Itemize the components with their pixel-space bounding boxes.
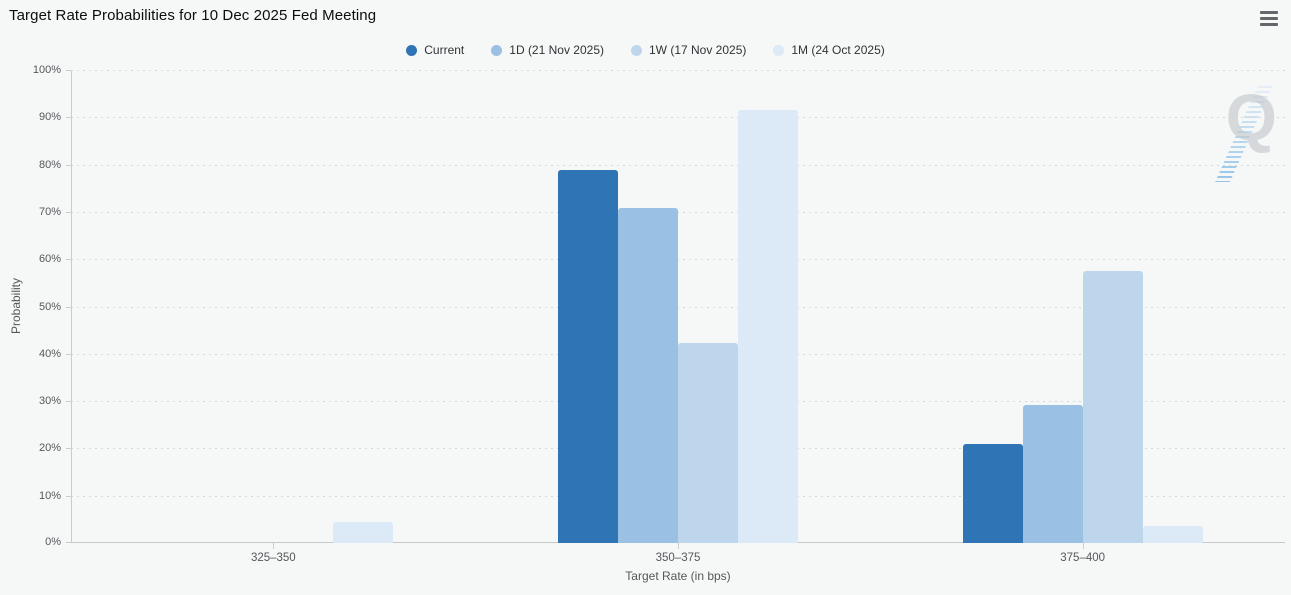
legend: Current 1D (21 Nov 2025) 1W (17 Nov 2025) 1… bbox=[0, 43, 1291, 57]
x-tick-mark-325-350 bbox=[273, 543, 275, 549]
gridline-70 bbox=[71, 211, 1285, 213]
gridline-100 bbox=[71, 70, 1285, 71]
hamburger-bar bbox=[1260, 23, 1278, 26]
y-tick-label-0: 0% bbox=[45, 536, 61, 548]
y-tick-label-30: 30% bbox=[38, 395, 61, 408]
gridline-80 bbox=[71, 164, 1285, 166]
y-tick-mark-30 bbox=[66, 401, 71, 403]
legend-item-1d-21-nov-2025[interactable]: 1D (21 Nov 2025) bbox=[491, 43, 604, 57]
y-tick-mark-100 bbox=[66, 70, 71, 71]
hamburger-menu-icon[interactable] bbox=[1260, 11, 1278, 26]
y-tick-mark-0 bbox=[66, 542, 71, 543]
watermark-streak-icon bbox=[1215, 86, 1273, 182]
bar-current-375-400[interactable] bbox=[962, 443, 1023, 543]
legend-label: 1M (24 Oct 2025) bbox=[791, 43, 885, 57]
legend-item-1w-17-nov-2025[interactable]: 1W (17 Nov 2025) bbox=[630, 43, 747, 57]
bar-1m-24-oct-2025-375-400[interactable] bbox=[1142, 525, 1203, 543]
legend-label: 1W (17 Nov 2025) bbox=[648, 43, 747, 57]
bar-1d-21-nov-2025-350-375[interactable] bbox=[618, 208, 678, 543]
y-tick-label-90: 90% bbox=[38, 111, 61, 124]
y-tick-label-60: 60% bbox=[38, 253, 61, 266]
x-tick-label-350-375: 350–375 bbox=[655, 552, 701, 564]
y-tick-label-80: 80% bbox=[38, 158, 61, 171]
bar-1d-21-nov-2025-375-400[interactable] bbox=[1022, 405, 1083, 543]
legend-marker-icon bbox=[630, 44, 642, 56]
x-axis-title: Target Rate (in bps) bbox=[625, 569, 731, 583]
gridline-90 bbox=[71, 117, 1285, 119]
x-tick-label-325-350: 325–350 bbox=[250, 552, 296, 564]
quikstrike-watermark: Q bbox=[1211, 78, 1277, 182]
y-tick-label-50: 50% bbox=[38, 300, 61, 313]
y-tick-mark-80 bbox=[66, 164, 71, 166]
legend-marker-icon bbox=[406, 44, 418, 56]
y-tick-mark-40 bbox=[66, 353, 71, 355]
legend-marker-icon bbox=[491, 44, 503, 56]
y-tick-mark-90 bbox=[66, 117, 71, 119]
bar-1w-17-nov-2025-375-400[interactable] bbox=[1082, 271, 1143, 543]
y-tick-mark-10 bbox=[66, 495, 71, 497]
y-tick-label-10: 10% bbox=[38, 489, 61, 502]
y-tick-label-20: 20% bbox=[38, 442, 61, 455]
y-tick-label-40: 40% bbox=[38, 347, 61, 360]
plot-area: Q 0% 10% 20% 30% 40% 50% 60% 70% 80% 90% 100% 325–3… bbox=[33, 64, 1285, 564]
y-axis-title: Probability bbox=[9, 278, 23, 335]
legend-label: 1D (21 Nov 2025) bbox=[509, 43, 604, 57]
hamburger-bar bbox=[1260, 11, 1278, 14]
bar-1m-24-oct-2025-350-375[interactable] bbox=[738, 110, 798, 543]
y-tick-mark-50 bbox=[66, 306, 71, 308]
x-tick-mark-350-375 bbox=[678, 543, 679, 549]
y-tick-mark-60 bbox=[66, 259, 71, 261]
gridline-60 bbox=[71, 259, 1285, 261]
legend-label: Current bbox=[424, 43, 465, 57]
y-tick-label-100: 100% bbox=[32, 64, 61, 76]
y-tick-mark-20 bbox=[66, 448, 71, 450]
y-tick-mark-70 bbox=[66, 211, 71, 213]
hamburger-bar bbox=[1260, 17, 1278, 20]
bar-1w-17-nov-2025-350-375[interactable] bbox=[678, 342, 738, 543]
bar-1m-24-oct-2025-325-350[interactable] bbox=[333, 522, 394, 543]
bar-current-350-375[interactable] bbox=[558, 169, 618, 543]
x-tick-mark-375-400 bbox=[1082, 543, 1084, 549]
y-tick-label-70: 70% bbox=[38, 205, 61, 218]
x-tick-label-375-400: 375–400 bbox=[1060, 552, 1106, 564]
legend-marker-icon bbox=[773, 44, 785, 56]
legend-item-1m-24-oct-2025[interactable]: 1M (24 Oct 2025) bbox=[773, 43, 885, 57]
gridline-50 bbox=[71, 306, 1285, 308]
legend-item-current[interactable]: Current bbox=[406, 43, 464, 57]
chart-title: Target Rate Probabilities for 10 Dec 202… bbox=[9, 7, 377, 24]
